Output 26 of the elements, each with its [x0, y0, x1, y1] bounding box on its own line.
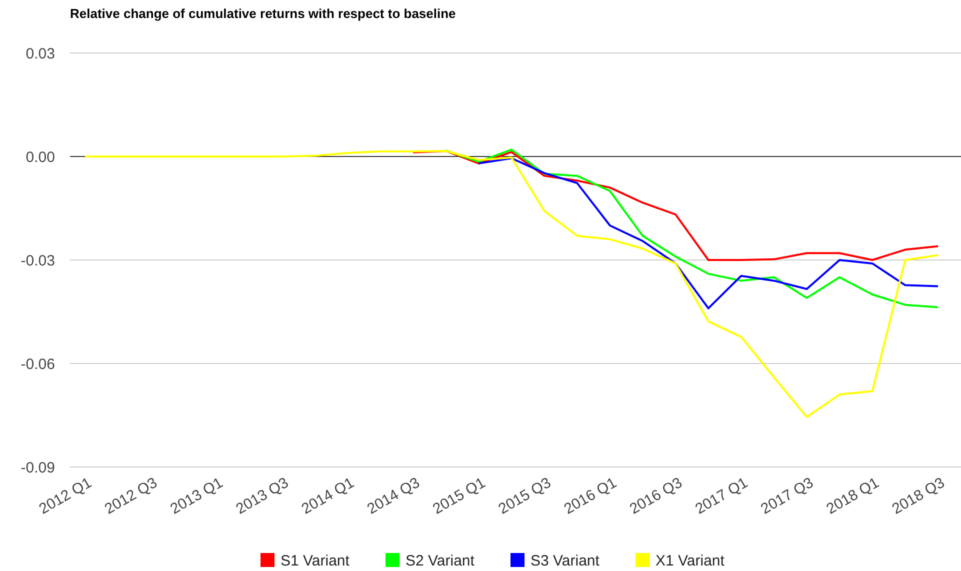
line-series [412, 150, 939, 261]
x-tick-label: 2017 Q3 [758, 474, 816, 518]
line-series [84, 150, 939, 418]
x-tick-label: 2014 Q3 [364, 474, 423, 518]
x-tick-label: 2016 Q3 [626, 474, 686, 518]
x-tick-label: 2018 Q1 [824, 474, 882, 518]
x-tick-label: 2016 Q1 [561, 474, 620, 518]
chart-title: Relative change of cumulative returns with respect to baseline [70, 6, 456, 21]
legend-label: S3 Variant [530, 552, 600, 570]
legend-label: S2 Variant [406, 552, 476, 570]
y-tick-label: -0.06 [20, 356, 55, 373]
x-tick-label: 2015 Q1 [430, 474, 488, 518]
x-tick-label: 2013 Q3 [233, 474, 292, 518]
x-tick-label: 2015 Q3 [496, 474, 554, 518]
legend-label: S1 Variant [280, 552, 350, 570]
y-tick-label: -0.09 [20, 459, 55, 476]
y-tick-label: 0.00 [26, 148, 55, 166]
legend-label: X1 Variant [656, 552, 726, 570]
y-tick-label: 0.03 [26, 45, 55, 62]
y-tick-label: -0.03 [20, 252, 55, 270]
x-tick-label: 2012 Q3 [102, 474, 160, 518]
x-tick-label: 2012 Q1 [36, 474, 95, 518]
x-tick-label: 2014 Q1 [298, 474, 358, 518]
x-tick-label: 2013 Q1 [168, 474, 226, 518]
x-tick-label: 2018 Q3 [889, 474, 948, 518]
x-tick-label: 2017 Q1 [692, 474, 751, 518]
